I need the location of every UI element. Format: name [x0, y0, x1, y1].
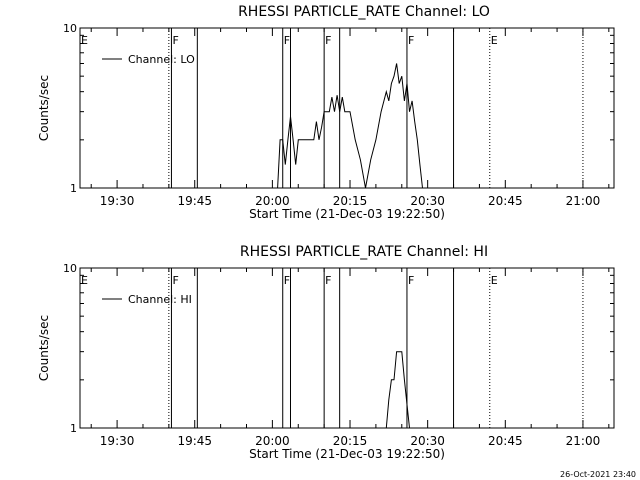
y-tick-label: 10: [63, 22, 77, 35]
x-tick-label: 20:15: [333, 434, 368, 448]
legend-entry: Channel: HI: [128, 293, 192, 306]
plot-frame: [79, 27, 615, 189]
x-tick-label: 19:30: [100, 434, 135, 448]
flag-annotation: F: [172, 274, 178, 287]
flag-annotation: F: [284, 274, 290, 287]
x-tick-label: 21:00: [566, 194, 601, 208]
y-tick-label: 10: [63, 262, 77, 275]
x-tick-label: 20:00: [255, 434, 290, 448]
flag-annotation: F: [408, 274, 414, 287]
y-axis-label: Counts/sec: [37, 75, 51, 141]
y-tick-label: 1: [70, 182, 77, 195]
series-line: [277, 63, 423, 189]
y-tick-label: 1: [70, 422, 77, 435]
x-tick-label: 20:00: [255, 194, 290, 208]
y-axis-label: Counts/sec: [37, 315, 51, 381]
flag-annotation: E: [491, 34, 498, 47]
chart-title: RHESSI PARTICLE_RATE Channel: LO: [238, 4, 490, 20]
x-tick-label: 20:45: [488, 434, 523, 448]
panel-hi: RHESSI PARTICLE_RATE Channel: HI Counts/s…: [37, 244, 615, 461]
x-tick-label: 20:15: [333, 194, 368, 208]
flag-annotation: F: [408, 34, 414, 47]
x-tick-label: 20:45: [488, 194, 523, 208]
x-tick-label: 20:30: [410, 194, 445, 208]
plot-frame: [79, 267, 615, 429]
x-tick-label: 19:45: [177, 194, 212, 208]
flag-annotation: F: [172, 34, 178, 47]
flag-annotation: F: [325, 34, 331, 47]
chart-title: RHESSI PARTICLE_RATE Channel: HI: [240, 244, 488, 260]
x-axis-label: Start Time (21-Dec-03 19:22:50): [249, 447, 445, 461]
flag-annotation: E: [81, 34, 88, 47]
x-tick-label: 21:00: [566, 434, 601, 448]
flag-annotation: F: [325, 274, 331, 287]
x-tick-label: 20:30: [410, 434, 445, 448]
flag-annotation: E: [491, 274, 498, 287]
flag-annotation: E: [81, 274, 88, 287]
series-line: [385, 351, 410, 429]
panel-lo: RHESSI PARTICLE_RATE Channel: LO Counts/s…: [37, 4, 615, 221]
flag-annotation: F: [284, 34, 290, 47]
footer-timestamp: 26-Oct-2021 23:40: [560, 470, 636, 479]
x-tick-label: 19:45: [177, 434, 212, 448]
legend-entry: Channel: LO: [128, 53, 195, 66]
x-axis-label: Start Time (21-Dec-03 19:22:50): [249, 207, 445, 221]
x-tick-label: 19:30: [100, 194, 135, 208]
